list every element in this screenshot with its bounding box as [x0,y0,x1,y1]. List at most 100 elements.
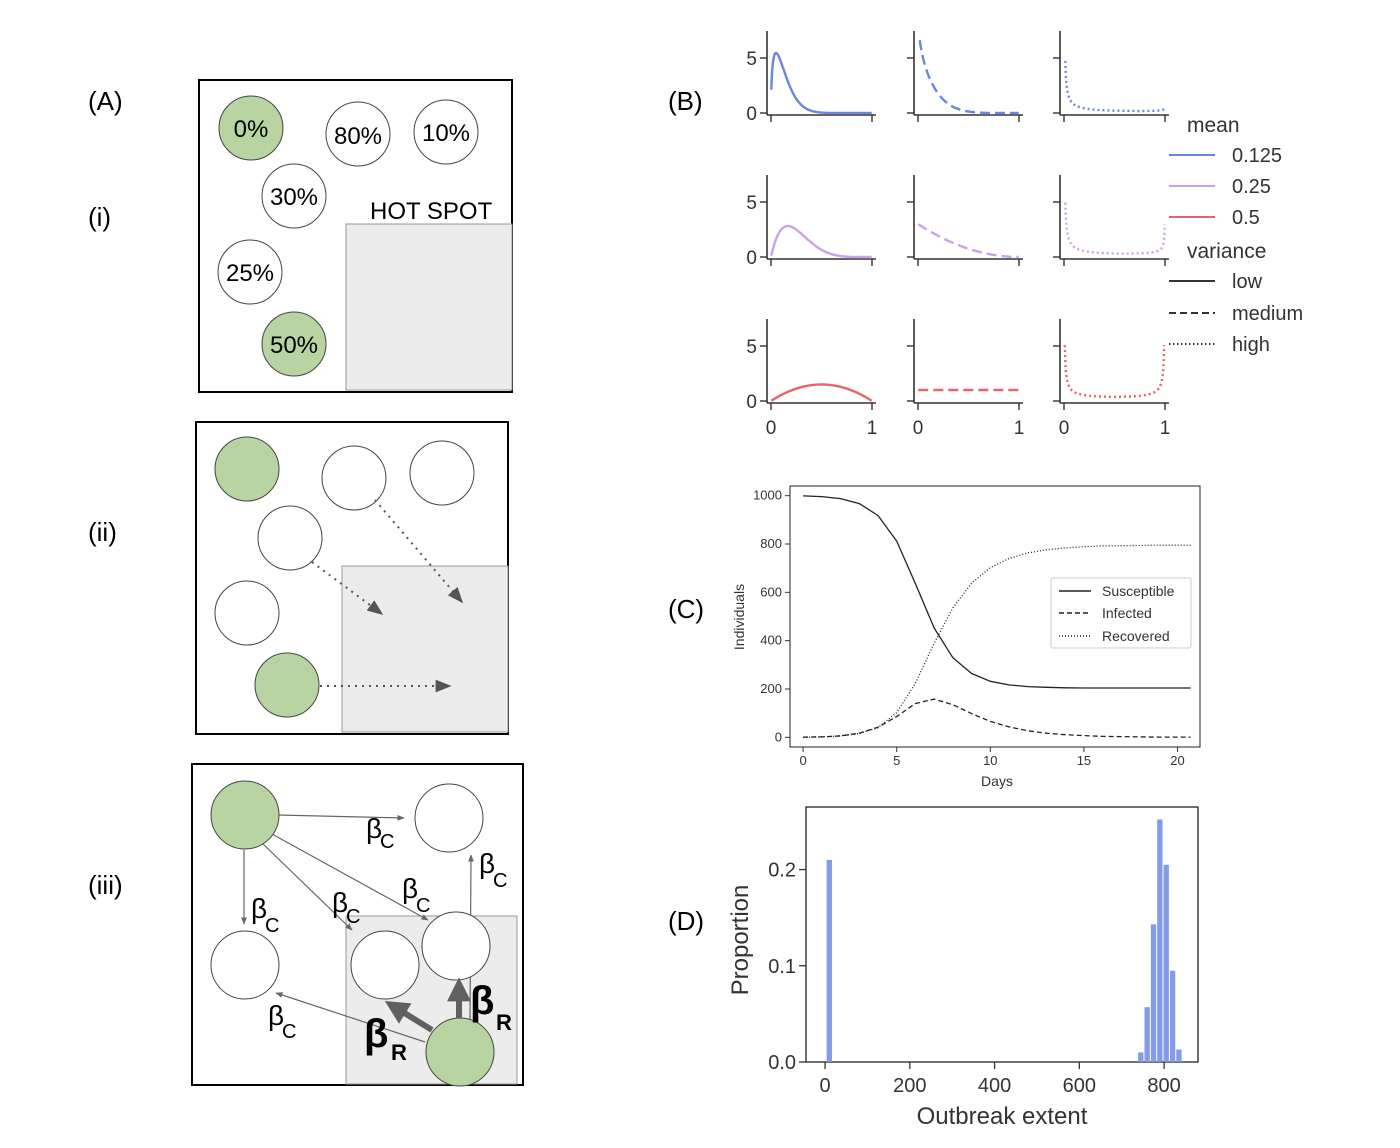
panel-b-distribution-grid: 0 5 0 5 0 5 0 1 0 1 0 1 [746,31,1170,439]
panel-label-d: (D) [668,906,704,936]
c-x-tick-label: 20 [1170,753,1184,768]
svg-text:β: β [479,848,495,879]
patch-percent-label: 30% [270,184,318,211]
c-x-tick-label: 15 [1077,753,1091,768]
c-x-tick-label: 0 [799,753,806,768]
c-y-tick-label: 800 [760,536,782,551]
panel-c-series [803,495,1191,738]
d-histogram-bar [1163,864,1169,1062]
panel-label-ii: (ii) [88,517,117,547]
hotspot-label: HOT SPOT [370,198,493,225]
legend-mean-title: mean [1187,114,1240,137]
beta-c-label: β C [366,813,394,853]
panel-c-legend-box [1050,577,1192,649]
b-density-curve [918,40,1019,115]
svg-text:R: R [496,1010,512,1035]
panel-a-iii: β C β C β C β C β C β C β R β R [191,763,524,1087]
c-y-tick-label: 200 [760,681,782,696]
movement-arrow [311,561,384,615]
patch-circle [350,930,420,1000]
c-series-recovered [803,544,1191,738]
svg-text:β: β [402,873,418,904]
patch-circle [325,101,391,167]
b-x-tick-label: 1 [1160,418,1171,439]
b-x-tick-label: 1 [1014,418,1025,439]
hotspot-area [345,223,513,391]
panel-label-a: (A) [88,86,123,116]
patch-circle [214,580,280,646]
contact-arrow [275,992,426,1043]
b-y-tick-label: 5 [746,193,757,214]
panel-label-c: (C) [668,594,704,624]
d-x-tick-label: 600 [1063,1075,1096,1097]
patch-percent-label: 80% [334,123,382,150]
svg-text:C: C [416,895,430,917]
b-x-tick-label: 1 [867,418,878,439]
legend-infected: Infected [1102,605,1152,621]
beta-c-label: β C [479,848,507,892]
b-density-curve [770,383,873,402]
b-y-tick-label: 0 [746,104,757,125]
d-y-tick-label: 0.2 [768,860,796,882]
patch-circle [409,440,475,506]
b-y-tick-label: 0 [746,248,757,269]
panel-label-b: (B) [668,86,703,116]
legend-variance-title: variance [1187,240,1266,263]
svg-text:C: C [346,906,360,928]
d-histogram-bar [1150,924,1157,1062]
b-density-curve [1064,60,1166,113]
svg-text:C: C [380,831,394,853]
c-y-tick-label: 400 [760,633,782,648]
svg-text:β: β [366,813,382,844]
legend-mean-05: 0.5 [1232,207,1260,229]
legend-recovered: Recovered [1102,628,1170,644]
c-y-tick-label: 0 [775,729,782,744]
patch-circle [421,911,491,981]
panel-d-histogram: 0 200 400 600 800 0.0 0.1 0.2 Outbreak extent P… [727,806,1199,1130]
b-y-tick-label: 0 [746,392,757,413]
svg-text:R: R [391,1040,407,1065]
d-y-tick-label: 0.1 [768,956,796,978]
panel-c-xlabel: Days [981,773,1013,789]
panel-label-iii: (iii) [88,870,123,900]
d-x-tick-label: 0 [820,1075,831,1097]
patch-circle-infected [254,652,320,718]
panel-d-xlabel: Outbreak extent [917,1103,1088,1130]
patch-circle-infected [210,780,280,850]
hotspot-area [341,565,509,733]
beta-c-label: β C [268,1000,296,1043]
patch-circle [414,783,484,853]
b-y-tick-label: 5 [746,337,757,358]
svg-text:β: β [251,893,267,924]
beta-c-label: β C [332,887,360,928]
legend-susceptible: Susceptible [1102,583,1175,599]
contact-arrow [271,833,429,921]
patch-circle [321,445,387,511]
svg-text:β: β [332,887,348,918]
beta-c-label: β C [402,873,430,917]
d-x-tick-label: 800 [1147,1075,1180,1097]
panel-c-legend: Susceptible Infected Recovered [1050,577,1192,649]
d-histogram-bar [826,859,832,1062]
d-y-tick-label: 0.0 [768,1052,796,1074]
legend-mean-0125: 0.125 [1232,145,1282,167]
b-density-curve [770,51,872,115]
panel-d-axes-frame [805,806,1199,1063]
d-histogram-bar [1144,1007,1150,1062]
patch-percent-label: 0% [234,116,269,143]
b-y-tick-label: 5 [746,49,757,70]
svg-text:C: C [493,870,507,892]
legend-variance-low: low [1232,271,1263,293]
legend-variance-high: high [1232,334,1270,356]
legend-variance-medium: medium [1232,303,1303,325]
patch-circle [261,163,327,229]
b-x-tick-label: 0 [913,418,924,439]
patch-circle [210,930,280,1000]
panel-c-ylabel: Individuals [731,584,747,650]
contact-arrow [261,842,353,931]
hotspot-transmission-arrow [384,1000,434,1033]
patch-circle-infected [218,95,284,161]
